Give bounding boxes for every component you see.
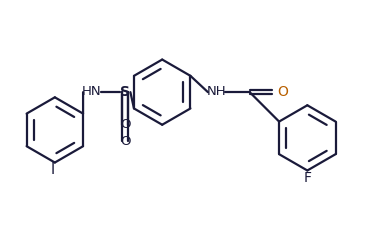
Text: I: I	[51, 162, 55, 177]
Text: NH: NH	[207, 85, 227, 98]
Text: F: F	[303, 171, 311, 185]
Text: O: O	[277, 85, 288, 99]
Text: S: S	[120, 85, 130, 99]
Text: O: O	[120, 118, 131, 131]
Text: O: O	[120, 135, 131, 148]
Text: HN: HN	[82, 85, 102, 98]
